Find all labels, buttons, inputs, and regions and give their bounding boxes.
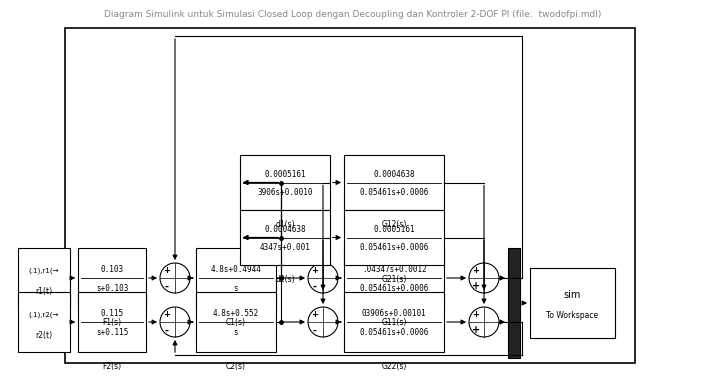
Text: +: + bbox=[163, 266, 170, 275]
Text: 3906s+0.0010: 3906s+0.0010 bbox=[257, 188, 313, 197]
Text: C1(s): C1(s) bbox=[226, 318, 246, 327]
Text: +: + bbox=[311, 310, 318, 319]
FancyBboxPatch shape bbox=[18, 292, 70, 352]
Text: s: s bbox=[234, 284, 239, 293]
Text: 0.0005161: 0.0005161 bbox=[373, 225, 415, 234]
Text: (.1),r1(→: (.1),r1(→ bbox=[29, 267, 59, 274]
Text: 0.0004638: 0.0004638 bbox=[264, 225, 306, 234]
FancyBboxPatch shape bbox=[344, 210, 444, 265]
Text: 0.05461s+0.0006: 0.05461s+0.0006 bbox=[359, 328, 429, 337]
FancyBboxPatch shape bbox=[530, 268, 615, 338]
FancyBboxPatch shape bbox=[196, 248, 276, 308]
Text: 4.8s+0.552: 4.8s+0.552 bbox=[213, 309, 259, 318]
Circle shape bbox=[308, 307, 338, 337]
FancyBboxPatch shape bbox=[344, 155, 444, 210]
Circle shape bbox=[469, 307, 499, 337]
Text: 0.05461s+0.0006: 0.05461s+0.0006 bbox=[359, 243, 429, 252]
Text: G12(s): G12(s) bbox=[381, 220, 407, 229]
Text: +: + bbox=[472, 266, 479, 275]
Text: -: - bbox=[164, 325, 169, 335]
Text: F2(s): F2(s) bbox=[102, 362, 121, 371]
Text: (.1),r2(→: (.1),r2(→ bbox=[29, 312, 59, 318]
FancyBboxPatch shape bbox=[508, 248, 520, 358]
Text: +: + bbox=[163, 310, 170, 319]
FancyBboxPatch shape bbox=[78, 248, 146, 308]
Circle shape bbox=[160, 263, 190, 293]
Text: C2(s): C2(s) bbox=[226, 362, 246, 371]
FancyBboxPatch shape bbox=[344, 292, 444, 352]
Circle shape bbox=[160, 307, 190, 337]
Text: +: + bbox=[472, 325, 480, 335]
Text: Diagram Simulink untuk Simulasi Closed Loop dengan Decoupling dan Kontroler 2-DO: Diagram Simulink untuk Simulasi Closed L… bbox=[104, 10, 602, 19]
Text: 0.103: 0.103 bbox=[100, 265, 124, 274]
Text: 0.115: 0.115 bbox=[100, 309, 124, 318]
Text: s: s bbox=[234, 328, 239, 337]
Text: 0.0005161: 0.0005161 bbox=[264, 170, 306, 179]
Text: To Workspace: To Workspace bbox=[546, 311, 599, 320]
Text: r1(t): r1(t) bbox=[35, 287, 52, 296]
FancyBboxPatch shape bbox=[18, 248, 70, 308]
Text: .04347s+0.0012: .04347s+0.0012 bbox=[361, 265, 426, 274]
Text: -: - bbox=[313, 281, 317, 291]
Text: G21(s): G21(s) bbox=[381, 275, 407, 284]
Text: 0.05461s+0.0006: 0.05461s+0.0006 bbox=[359, 284, 429, 293]
Text: sim: sim bbox=[564, 290, 581, 299]
Text: d2(s): d2(s) bbox=[275, 275, 295, 284]
FancyBboxPatch shape bbox=[196, 292, 276, 352]
Circle shape bbox=[308, 263, 338, 293]
Text: r2(t): r2(t) bbox=[35, 331, 52, 340]
Text: 03906s+0.00101: 03906s+0.00101 bbox=[361, 309, 426, 318]
Text: F1(s): F1(s) bbox=[102, 318, 121, 327]
Text: G22(s): G22(s) bbox=[381, 362, 407, 371]
Circle shape bbox=[469, 263, 499, 293]
Text: s+0.103: s+0.103 bbox=[96, 284, 128, 293]
Text: G11(s): G11(s) bbox=[381, 318, 407, 327]
Text: +: + bbox=[472, 281, 480, 291]
Text: -: - bbox=[164, 281, 169, 291]
FancyBboxPatch shape bbox=[240, 155, 330, 210]
Text: -: - bbox=[313, 325, 317, 335]
Text: 0.0004638: 0.0004638 bbox=[373, 170, 415, 179]
Text: 0.05461s+0.0006: 0.05461s+0.0006 bbox=[359, 188, 429, 197]
Text: 4347s+0.001: 4347s+0.001 bbox=[260, 243, 311, 252]
Text: d1(s): d1(s) bbox=[275, 220, 295, 229]
Text: +: + bbox=[472, 310, 479, 319]
FancyBboxPatch shape bbox=[240, 210, 330, 265]
Text: 4.8s+0.4944: 4.8s+0.4944 bbox=[210, 265, 261, 274]
Text: +: + bbox=[311, 266, 318, 275]
FancyBboxPatch shape bbox=[78, 292, 146, 352]
FancyBboxPatch shape bbox=[344, 248, 444, 308]
Text: s+0.115: s+0.115 bbox=[96, 328, 128, 337]
